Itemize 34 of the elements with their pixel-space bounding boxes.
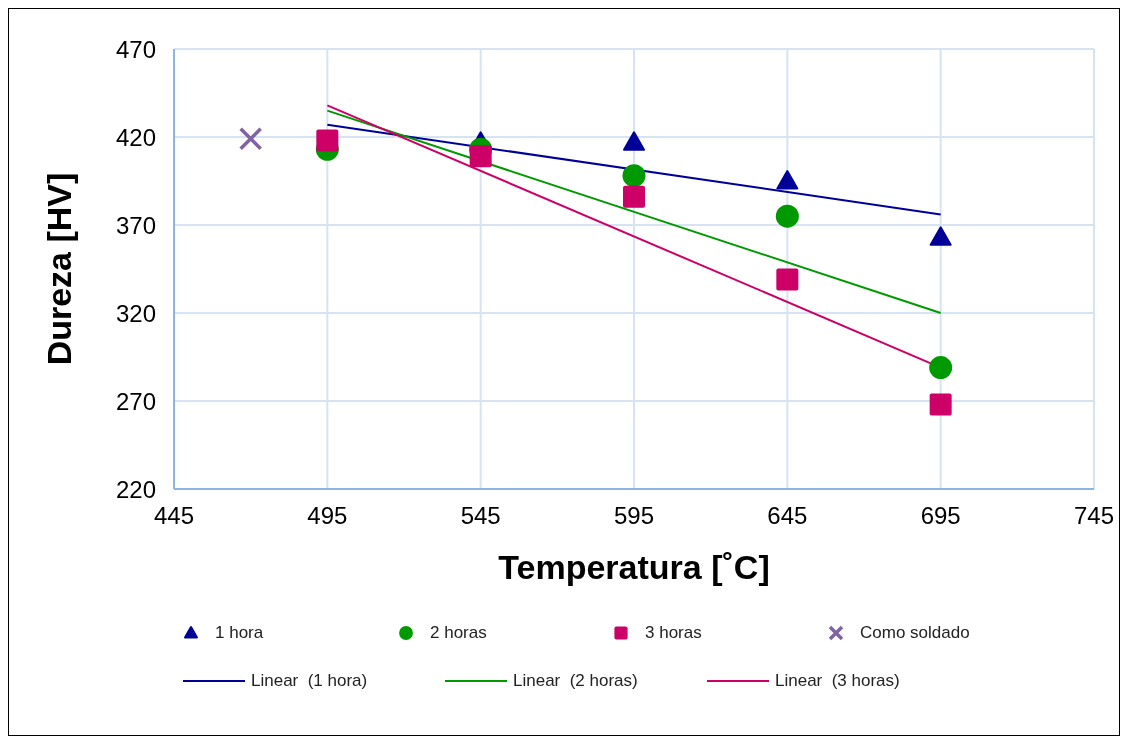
legend-label: 1 hora	[215, 623, 264, 643]
point	[623, 185, 645, 208]
legend-label: Linear (1 hora)	[251, 671, 368, 691]
legend-label: 3 horas	[645, 623, 702, 643]
legend-label: 2 horas	[430, 623, 487, 643]
point	[622, 164, 646, 188]
x-tick-label: 545	[460, 502, 501, 530]
point	[623, 131, 645, 151]
x-tick-label: 445	[153, 502, 195, 530]
x-tick-label: 495	[307, 502, 348, 530]
legend-label: Como soldado	[860, 623, 970, 643]
point	[469, 145, 492, 168]
point	[238, 127, 263, 151]
legend-label: Linear (3 horas)	[775, 671, 900, 691]
y-tick-label: 420	[115, 123, 156, 151]
x-axis-title: Temperatura [˚C]	[498, 548, 770, 586]
point	[929, 226, 952, 246]
x-tick-label: 695	[920, 502, 961, 530]
y-tick-label: 370	[115, 211, 156, 239]
y-tick-label: 270	[115, 387, 156, 415]
legend-label: Linear (2 horas)	[513, 671, 638, 691]
y-tick-label: 320	[115, 299, 156, 327]
x-tick-label: 745	[1073, 502, 1115, 530]
y-axis-title: Dureza [HV]	[40, 172, 79, 366]
x-tick-label: 645	[767, 502, 808, 530]
point	[776, 170, 799, 190]
point	[316, 129, 339, 152]
point	[929, 356, 953, 380]
y-tick-label: 220	[115, 475, 156, 503]
x-tick-label: 595	[613, 502, 655, 530]
y-tick-label: 470	[115, 35, 156, 63]
point	[775, 204, 799, 228]
point	[776, 268, 799, 291]
point	[929, 393, 952, 416]
